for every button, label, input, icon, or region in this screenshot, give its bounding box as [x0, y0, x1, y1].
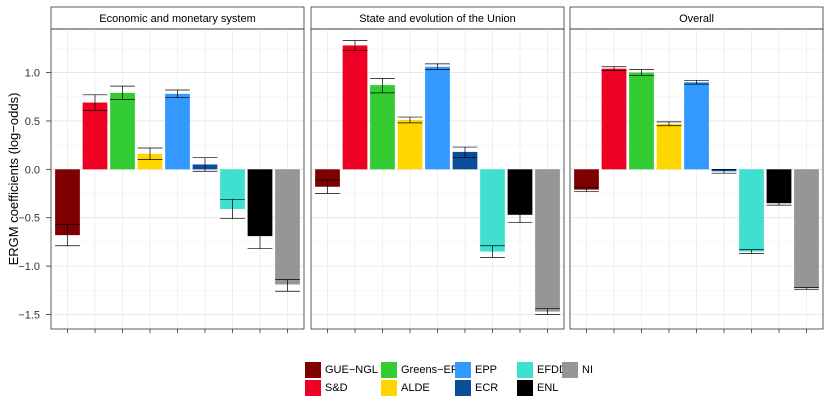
legend-swatch	[381, 380, 397, 396]
bar-epp	[684, 82, 709, 170]
legend-item: ALDE	[381, 380, 430, 396]
legend-label: ALDE	[401, 382, 430, 394]
faceted-bar-chart: ERGM coefficients (log−odds) −1.5 −1.0 −0.5…	[6, 6, 824, 333]
y-tick-label: −0.5	[18, 213, 40, 225]
legend-label: NI	[582, 364, 593, 376]
bar-epp	[165, 93, 190, 170]
bar-efdd	[480, 169, 505, 252]
legend-item: EPP	[455, 362, 497, 378]
bar-guengl	[315, 169, 340, 187]
legend-label: ENL	[537, 382, 559, 394]
legend-item: Greens−EFA	[381, 362, 464, 378]
bar-ni	[535, 169, 560, 312]
legend-label: Greens−EFA	[401, 364, 465, 376]
panel-title: Economic and monetary system	[99, 13, 256, 25]
legend-label: ECR	[475, 382, 499, 394]
panel-title: State and evolution of the Union	[359, 13, 516, 25]
legend-label: EFDD	[537, 364, 567, 376]
bar-enl	[766, 169, 792, 204]
bar-efdd	[739, 169, 764, 252]
legend-label: S&D	[325, 382, 348, 394]
legend-swatch	[455, 362, 471, 378]
legend-swatch	[305, 362, 321, 378]
legend-swatch	[305, 380, 321, 396]
legend-item: ENL	[517, 380, 558, 396]
legend-swatch	[517, 362, 533, 378]
legend-item: EFDD	[517, 362, 567, 378]
bar-sd	[601, 68, 627, 170]
bar-guengl	[574, 169, 599, 190]
bar-alde	[137, 153, 163, 170]
y-axis-label: ERGM coefficients (log−odds)	[6, 93, 21, 266]
legend-item: ECR	[455, 380, 498, 396]
y-tick-label: 1.0	[25, 68, 40, 80]
legend-label: EPP	[475, 364, 498, 376]
y-tick-label: −1.5	[18, 309, 40, 321]
legend-label: GUE−NGL	[325, 364, 378, 376]
legend-swatch	[517, 380, 533, 396]
bar-ni	[275, 169, 300, 285]
legend-item: GUE−NGL	[305, 362, 378, 378]
y-tick-label: −1.0	[18, 261, 40, 273]
bar-alde	[656, 123, 682, 170]
bar-sd	[342, 45, 368, 170]
bar-greensefa	[110, 92, 135, 170]
bar-epp	[425, 66, 450, 170]
bar-greensefa	[629, 72, 654, 170]
bar-ni	[794, 169, 819, 289]
panel-title: Overall	[679, 13, 714, 25]
bar-alde	[397, 119, 423, 170]
legend-swatch	[381, 362, 397, 378]
y-tick-label: 0.5	[25, 116, 40, 128]
legend: GUE−NGL S&D Greens−EFA ALDE EPP ECR EFDD ENL NI	[305, 362, 605, 398]
y-tick-label: 0.0	[25, 164, 40, 176]
bar-sd	[82, 102, 108, 170]
legend-swatch	[562, 362, 578, 378]
legend-item: NI	[562, 362, 593, 378]
legend-swatch	[455, 380, 471, 396]
bar-enl	[507, 169, 533, 215]
legend-item: S&D	[305, 380, 348, 396]
bar-ecr	[452, 151, 478, 170]
bar-greensefa	[370, 85, 395, 170]
